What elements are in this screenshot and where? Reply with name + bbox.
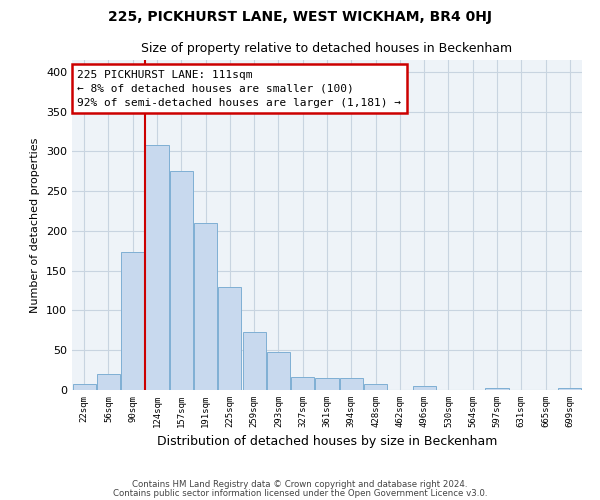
Bar [242, 332, 266, 390]
Text: Contains public sector information licensed under the Open Government Licence v3: Contains public sector information licen… [113, 489, 487, 498]
Text: 225, PICKHURST LANE, WEST WICKHAM, BR4 0HJ: 225, PICKHURST LANE, WEST WICKHAM, BR4 0… [108, 10, 492, 24]
Bar [291, 378, 314, 390]
Bar [267, 352, 290, 390]
Y-axis label: Number of detached properties: Number of detached properties [31, 138, 40, 312]
Bar [485, 388, 509, 390]
Bar [97, 374, 120, 390]
Bar [145, 145, 169, 390]
Bar [121, 252, 144, 390]
X-axis label: Distribution of detached houses by size in Beckenham: Distribution of detached houses by size … [157, 436, 497, 448]
Bar [170, 172, 193, 390]
Text: Contains HM Land Registry data © Crown copyright and database right 2024.: Contains HM Land Registry data © Crown c… [132, 480, 468, 489]
Bar [559, 388, 581, 390]
Bar [194, 223, 217, 390]
Title: Size of property relative to detached houses in Beckenham: Size of property relative to detached ho… [142, 42, 512, 54]
Bar [340, 378, 363, 390]
Bar [218, 288, 241, 390]
Bar [413, 386, 436, 390]
Bar [73, 384, 95, 390]
Text: 225 PICKHURST LANE: 111sqm
← 8% of detached houses are smaller (100)
92% of semi: 225 PICKHURST LANE: 111sqm ← 8% of detac… [77, 70, 401, 108]
Bar [364, 384, 387, 390]
Bar [316, 378, 338, 390]
